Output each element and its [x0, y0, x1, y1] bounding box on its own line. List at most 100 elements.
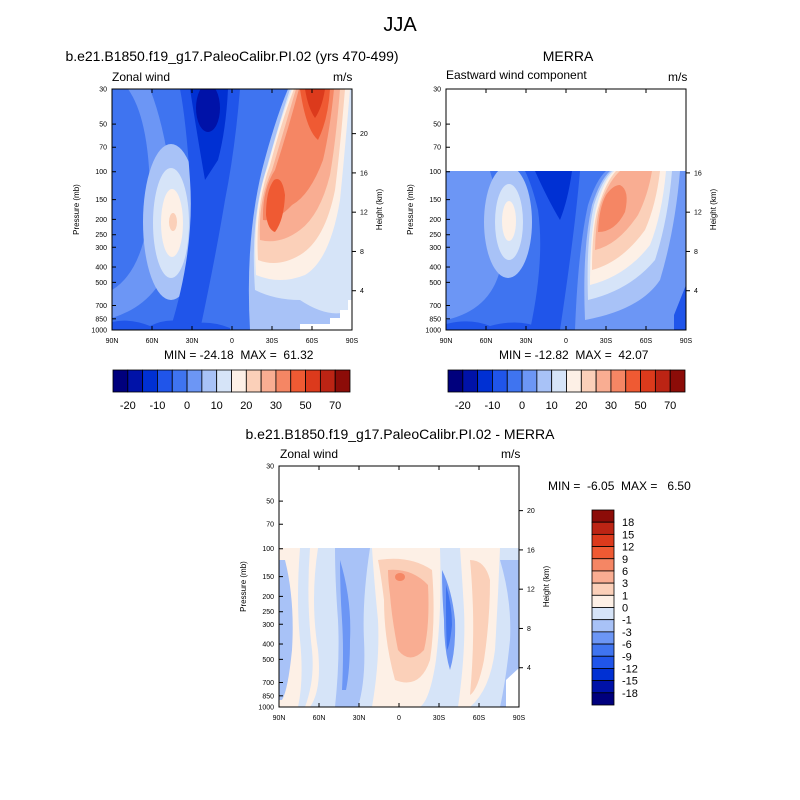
panel1-y-tick-label: 850: [95, 316, 107, 323]
colorbar2-box: [462, 369, 479, 393]
panel2-right-label: m/s: [668, 70, 688, 84]
panel1-y-tick-label: 30: [99, 87, 107, 94]
colorbar3-box: [591, 582, 615, 596]
colorbar1-label: 10: [211, 400, 223, 412]
colorbar2-label: 70: [664, 400, 676, 412]
panel2-y-tick-label: 300: [429, 245, 441, 252]
colorbar2-label: 30: [605, 400, 617, 412]
panel2-y2-tick-label: 16: [694, 170, 702, 177]
colorbar2-box: [580, 369, 597, 393]
panel3-title: b.e21.B1850.f19_g17.PaleoCalibr.PI.02 - …: [245, 426, 555, 442]
colorbar3-box: [591, 607, 615, 621]
panel1-y2label: Height (km): [375, 188, 384, 230]
colorbar3-box: [591, 619, 615, 633]
colorbar2-box: [595, 369, 612, 393]
panel1-y2-tick-label: 16: [360, 170, 368, 177]
colorbar2-box: [566, 369, 582, 393]
panel3-min-value: -6.05: [587, 479, 615, 493]
panel1-x-tick-label: 90S: [346, 338, 359, 345]
panel2-x-tick-label: 90S: [680, 338, 693, 345]
panel2-y-tick-label: 700: [429, 303, 441, 310]
panel3-y-tick-label: 500: [262, 657, 274, 664]
panel1-left-label: Zonal wind: [112, 70, 171, 84]
colorbar2-box: [447, 369, 464, 393]
colorbar2-box: [492, 369, 508, 393]
panel3-y2-tick-label: 4: [527, 665, 531, 672]
panel3-y-tick-label: 150: [262, 574, 274, 581]
panel1-min-label: MIN =: [164, 348, 200, 362]
panel1-y-tick-label: 150: [95, 197, 107, 204]
panel2-y2-tick-label: 8: [694, 249, 698, 256]
colorbar1-box: [157, 369, 173, 393]
panel1-title: b.e21.B1850.f19_g17.PaleoCalibr.PI.02 (y…: [65, 48, 399, 64]
colorbar1-box: [112, 369, 129, 393]
colorbar1-box: [275, 369, 292, 393]
panel1-x-tick-label: 0: [230, 338, 234, 345]
panel2-x-tick-label: 60S: [640, 338, 653, 345]
panel2-max-value: 42.07: [618, 348, 649, 362]
colorbar2-box: [625, 369, 641, 393]
panel3-y-tick-label: 100: [262, 546, 274, 553]
panel3-left-label: Zonal wind: [280, 447, 339, 461]
panel1-field: [112, 89, 352, 330]
panel3-y-tick-label: 1000: [258, 705, 274, 712]
panel3-y2-tick-label: 20: [527, 508, 535, 515]
colorbar1-box: [186, 369, 203, 393]
colorbar2-box: [610, 369, 627, 393]
panel1-y2-tick-label: 20: [360, 131, 368, 138]
panel2-y-tick-label: 150: [429, 197, 441, 204]
panel1-y-tick-label: 70: [99, 145, 107, 152]
panel2-y-tick-label: 500: [429, 280, 441, 287]
colorbar2-box: [536, 369, 553, 393]
colorbar2-label: 10: [546, 400, 558, 412]
panel2-ylabel: Pressure (mb): [406, 184, 415, 235]
colorbar3-box: [591, 631, 615, 645]
panel1-y-tick-label: 700: [95, 303, 107, 310]
colorbar3-box: [591, 594, 615, 608]
colorbar3-label: -3: [622, 627, 632, 639]
colorbar1-box: [142, 369, 158, 393]
panel2-y2-tick-label: 12: [694, 210, 702, 217]
panel3-y2-tick-label: 12: [527, 587, 535, 594]
colorbar2-box: [551, 369, 567, 393]
colorbar1-box: [171, 369, 188, 393]
colorbar3-box: [591, 643, 615, 657]
colorbar2-box: [669, 369, 686, 393]
panel1-x-tick-label: 30S: [266, 338, 279, 345]
panel2-x-tick-label: 0: [564, 338, 568, 345]
panel2-y-tick-label: 250: [429, 232, 441, 239]
panel3-x-tick-label: 60S: [473, 715, 486, 722]
panel2-y-tick-label: 1000: [425, 328, 441, 335]
colorbar3-box: [591, 680, 615, 694]
colorbar3-box: [591, 509, 615, 523]
panel2-x-tick-label: 30N: [520, 338, 533, 345]
panel3-right-label: m/s: [501, 447, 521, 461]
panel3-x-tick-label: 60N: [313, 715, 326, 722]
colorbar1-box: [334, 369, 351, 393]
colorbar2-box: [654, 369, 671, 393]
colorbar1-box: [305, 369, 321, 393]
colorbar3-label: 18: [622, 517, 634, 529]
page-title: JJA: [383, 14, 417, 36]
colorbar2-label: -20: [455, 400, 471, 412]
panel1-max-label: MAX =: [240, 348, 281, 362]
panel2-left-label: Eastward wind component: [446, 68, 587, 82]
panel2-max-label: MAX =: [575, 348, 616, 362]
colorbar3-label: 15: [622, 529, 634, 541]
colorbar3-label: 9: [622, 554, 628, 566]
panel3-y-tick-label: 850: [262, 693, 274, 700]
colorbar3-box: [591, 668, 615, 682]
colorbar1-box: [290, 369, 306, 393]
colorbar3-box: [591, 533, 615, 547]
colorbar2-label: 20: [575, 400, 587, 412]
colorbar2-box: [506, 369, 523, 393]
panel2-y2label: Height (km): [709, 188, 718, 230]
colorbar3-box: [591, 692, 615, 706]
panel2-y-tick-label: 30: [433, 87, 441, 94]
panel3-x-tick-label: 30N: [353, 715, 366, 722]
panel2-y-tick-label: 50: [433, 122, 441, 129]
colorbar1-label: -10: [149, 400, 165, 412]
panel2-field: [446, 171, 686, 330]
colorbar3-label: -1: [622, 615, 632, 627]
